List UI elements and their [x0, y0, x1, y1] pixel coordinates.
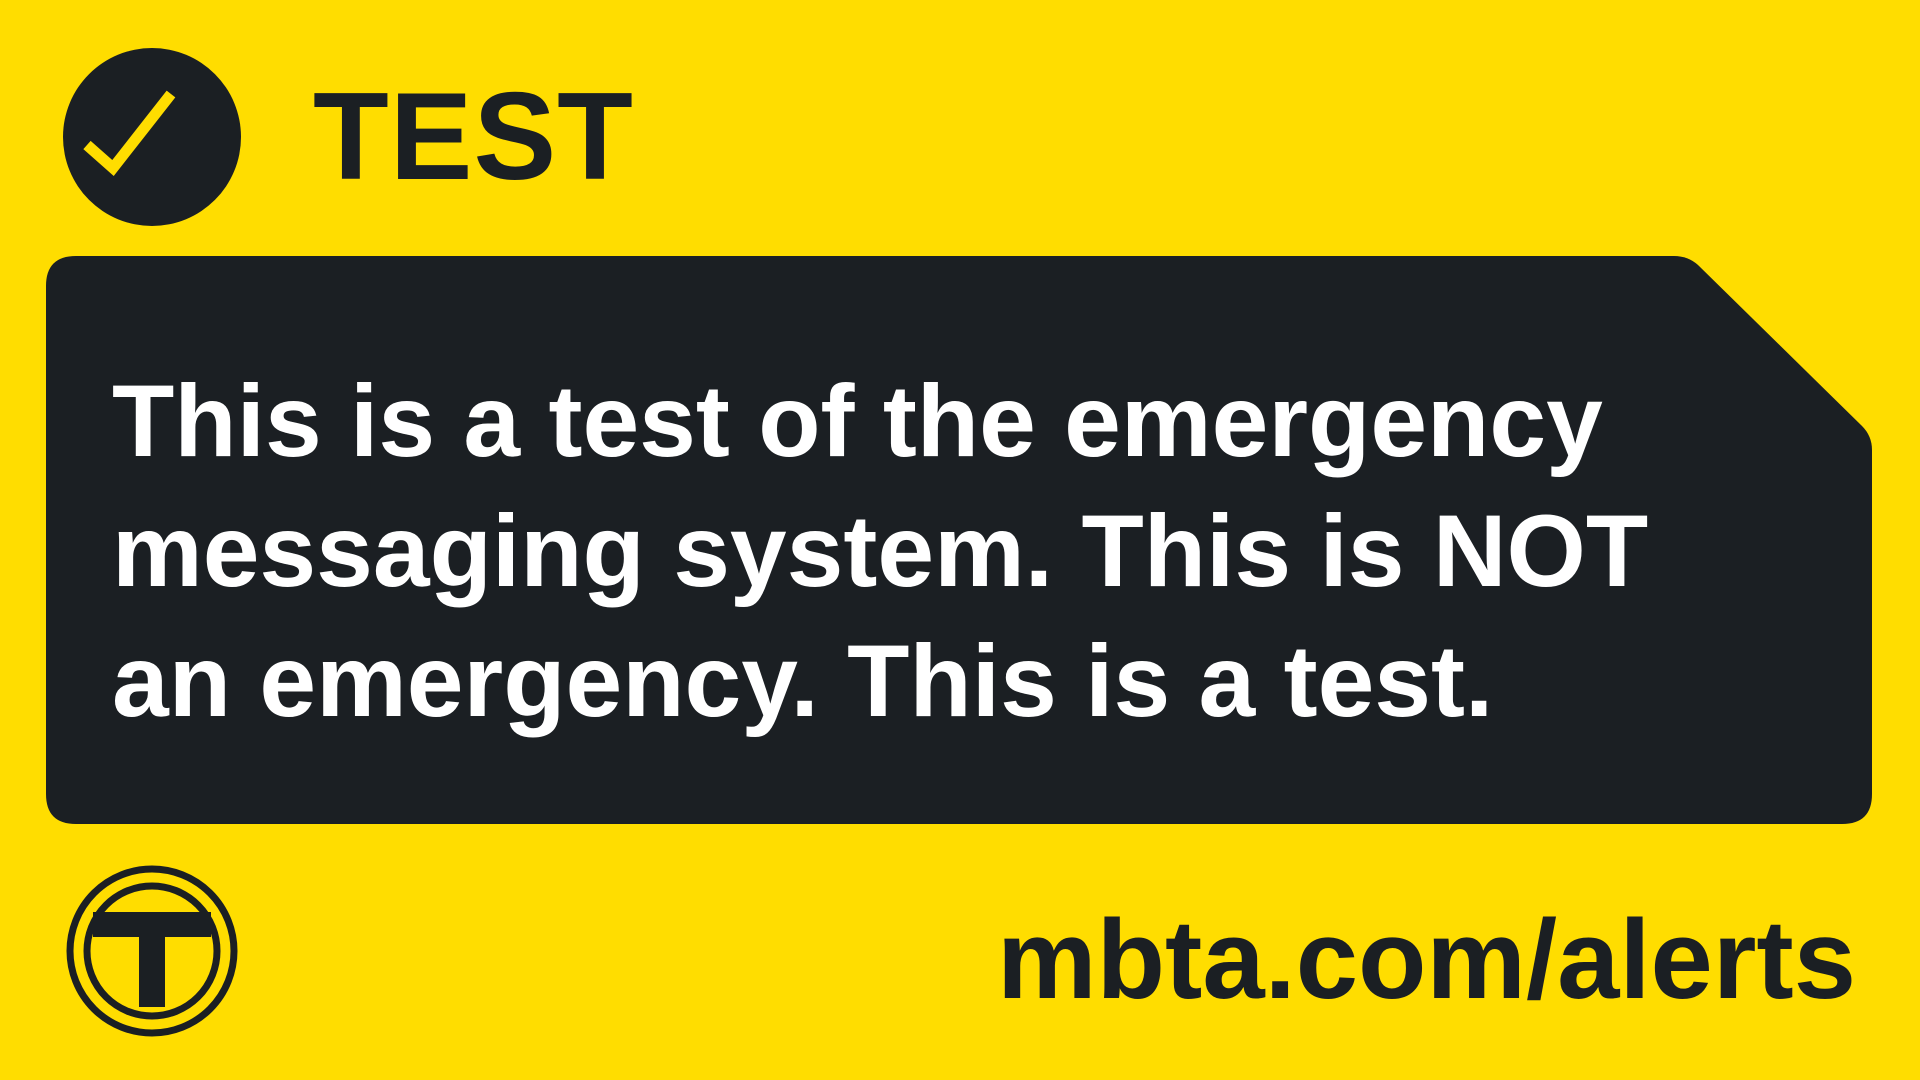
message-panel-shape: [46, 256, 1872, 824]
message-panel: This is a test of the emergency messagin…: [46, 256, 1872, 824]
mbta-t-logo-icon: [66, 865, 238, 1037]
alert-message: This is a test of the emergency messagin…: [112, 364, 1649, 738]
alert-header: TEST: [63, 48, 634, 226]
alerts-url: mbta.com/alerts: [997, 897, 1856, 1022]
alert-title: TEST: [313, 68, 634, 206]
check-circle-icon: [63, 48, 241, 226]
